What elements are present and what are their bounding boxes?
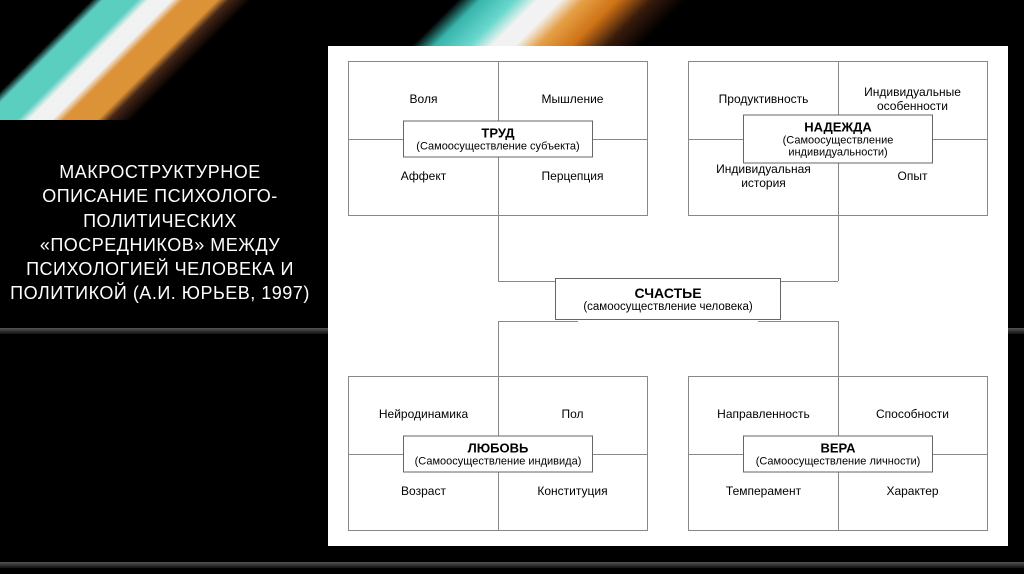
concept-subtitle: (Самоосуществление индивидуальности) — [754, 134, 922, 158]
quadrant-bottom-right: Направленность Способности Темперамент Х… — [688, 376, 988, 531]
concept-title: ВЕРА — [754, 440, 922, 455]
connector — [498, 216, 499, 281]
concept-subtitle: (Самоосуществление индивида) — [414, 455, 582, 467]
concept-title: ТРУД — [414, 125, 582, 140]
concept-box-nadezhda: НАДЕЖДА (Самоосуществление индивидуально… — [743, 114, 933, 163]
connector — [758, 321, 838, 322]
connector — [498, 321, 499, 376]
connector — [498, 321, 578, 322]
concept-title: ЛЮБОВЬ — [414, 440, 582, 455]
diagram-container: Воля Мышление Аффект Перцепция ТРУД (Сам… — [328, 46, 1008, 546]
concept-subtitle: (Самоосуществление субъекта) — [414, 140, 582, 152]
quadrant-bottom-left: Нейродинамика Пол Возраст Конституция ЛЮ… — [348, 376, 648, 531]
center-concept-box: СЧАСТЬЕ (самоосуществление человека) — [555, 278, 781, 320]
concept-title: НАДЕЖДА — [754, 119, 922, 134]
shelf-divider-2 — [0, 562, 1024, 568]
concept-box-lyubov: ЛЮБОВЬ (Самоосуществление индивида) — [403, 435, 593, 472]
center-title: СЧАСТЬЕ — [568, 285, 768, 301]
slide-title: МАКРОСТРУКТУРНОЕ ОПИСАНИЕ ПСИХОЛОГО-ПОЛИ… — [0, 160, 320, 306]
quadrant-top-left: Воля Мышление Аффект Перцепция ТРУД (Сам… — [348, 61, 648, 216]
center-subtitle: (самоосуществление человека) — [568, 301, 768, 313]
connector — [838, 216, 839, 281]
concept-box-trud: ТРУД (Самоосуществление субъекта) — [403, 120, 593, 157]
quadrant-top-right: Продуктивность Индивидуальные особенност… — [688, 61, 988, 216]
concept-box-vera: ВЕРА (Самоосуществление личности) — [743, 435, 933, 472]
concept-subtitle: (Самоосуществление личности) — [754, 455, 922, 467]
connector — [838, 321, 839, 376]
